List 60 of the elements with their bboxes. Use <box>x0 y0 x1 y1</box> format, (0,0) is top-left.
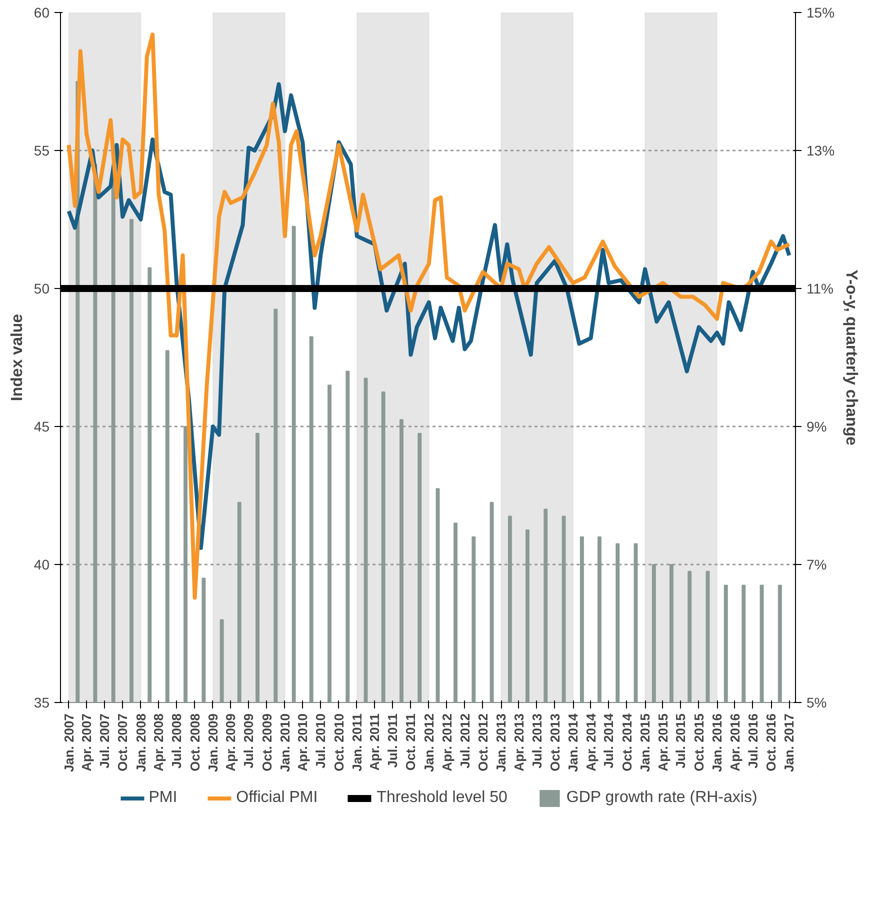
x-tick-label: Oct. 2008 <box>187 713 202 772</box>
y-tick-label: 45 <box>34 418 50 434</box>
y-tick-label: 55 <box>34 142 50 158</box>
x-tick-label: Jul. 2016 <box>745 713 760 768</box>
x-tick-label: Jul. 2008 <box>169 713 184 768</box>
legend-label: GDP growth rate (RH-axis) <box>566 789 758 807</box>
y2-tick-label: 9% <box>806 418 827 434</box>
x-tick-label: Jul. 2011 <box>385 713 400 768</box>
x-tick-label: Oct. 2011 <box>403 713 418 771</box>
x-tick-label: Jan. 2016 <box>710 713 725 772</box>
y-tick-label: 35 <box>34 694 50 710</box>
x-tick-label: Jul. 2015 <box>673 713 688 768</box>
x-tick-label: Apr. 2009 <box>223 713 238 772</box>
x-tick-label: Jul. 2009 <box>241 713 256 768</box>
y-tick-label: 50 <box>34 280 50 296</box>
y2-tick-label: 5% <box>806 694 827 710</box>
x-tick-label: Oct. 2007 <box>115 713 130 772</box>
x-tick-label: Jul. 2012 <box>457 713 472 768</box>
legend-label: Threshold level 50 <box>376 789 508 807</box>
legend-label: PMI <box>148 789 178 807</box>
x-tick-label: Jan. 2010 <box>277 713 292 772</box>
x-tick-label: Jan. 2015 <box>638 714 653 772</box>
x-tick-label: Apr. 2015 <box>655 713 670 772</box>
x-tick-label: Jan. 2017 <box>782 714 797 772</box>
y-tick-label: 40 <box>34 556 50 572</box>
y-tick-label: 60 <box>34 4 50 20</box>
x-tick-label: Oct. 2015 <box>691 713 706 772</box>
x-tick-label: Jul. 2014 <box>601 712 616 768</box>
y-axis-title: Index value <box>8 314 26 402</box>
x-tick-label: Apr. 2008 <box>151 713 166 772</box>
x-tick-label: Apr. 2011 <box>367 713 382 771</box>
x-tick-label: Jan. 2007 <box>61 713 76 772</box>
x-tick-label: Jan. 2008 <box>133 714 148 772</box>
x-tick-label: Apr. 2014 <box>583 712 598 772</box>
x-tick-label: Jul. 2010 <box>313 713 328 768</box>
x-tick-label: Oct. 2014 <box>619 712 634 772</box>
legend-label: Official PMI <box>236 789 318 807</box>
y2-axis-title: Y-o-y, quarterly change <box>842 270 860 446</box>
y2-tick-label: 15% <box>806 4 835 20</box>
y2-tick-label: 7% <box>806 556 827 572</box>
x-tick-label: Jan. 2011 <box>349 714 364 772</box>
x-tick-label: Oct. 2009 <box>259 713 274 772</box>
x-tick-label: Apr. 2016 <box>727 713 742 772</box>
x-tick-label: Jul. 2013 <box>529 713 544 768</box>
y2-tick-label: 13% <box>806 142 835 158</box>
x-tick-label: Jan. 2009 <box>205 714 220 772</box>
x-tick-label: Apr. 2010 <box>295 713 310 772</box>
x-tick-label: Apr. 2013 <box>511 713 526 772</box>
y2-tick-label: 11% <box>806 280 834 296</box>
x-tick-label: Jul. 2007 <box>96 713 112 768</box>
x-tick-label: Oct. 2012 <box>475 713 490 772</box>
x-tick-label: Jan. 2014 <box>566 712 581 772</box>
x-tick-label: Oct. 2013 <box>547 713 562 772</box>
x-tick-label: Oct. 2016 <box>764 713 779 772</box>
x-tick-label: Apr. 2012 <box>439 713 454 772</box>
x-tick-label: Oct. 2010 <box>331 713 346 772</box>
x-tick-label: Apr. 2007 <box>79 713 94 772</box>
line-series <box>66 32 792 600</box>
x-tick-label: Jan. 2013 <box>494 713 509 772</box>
x-tick-label: Jan. 2012 <box>421 713 436 772</box>
